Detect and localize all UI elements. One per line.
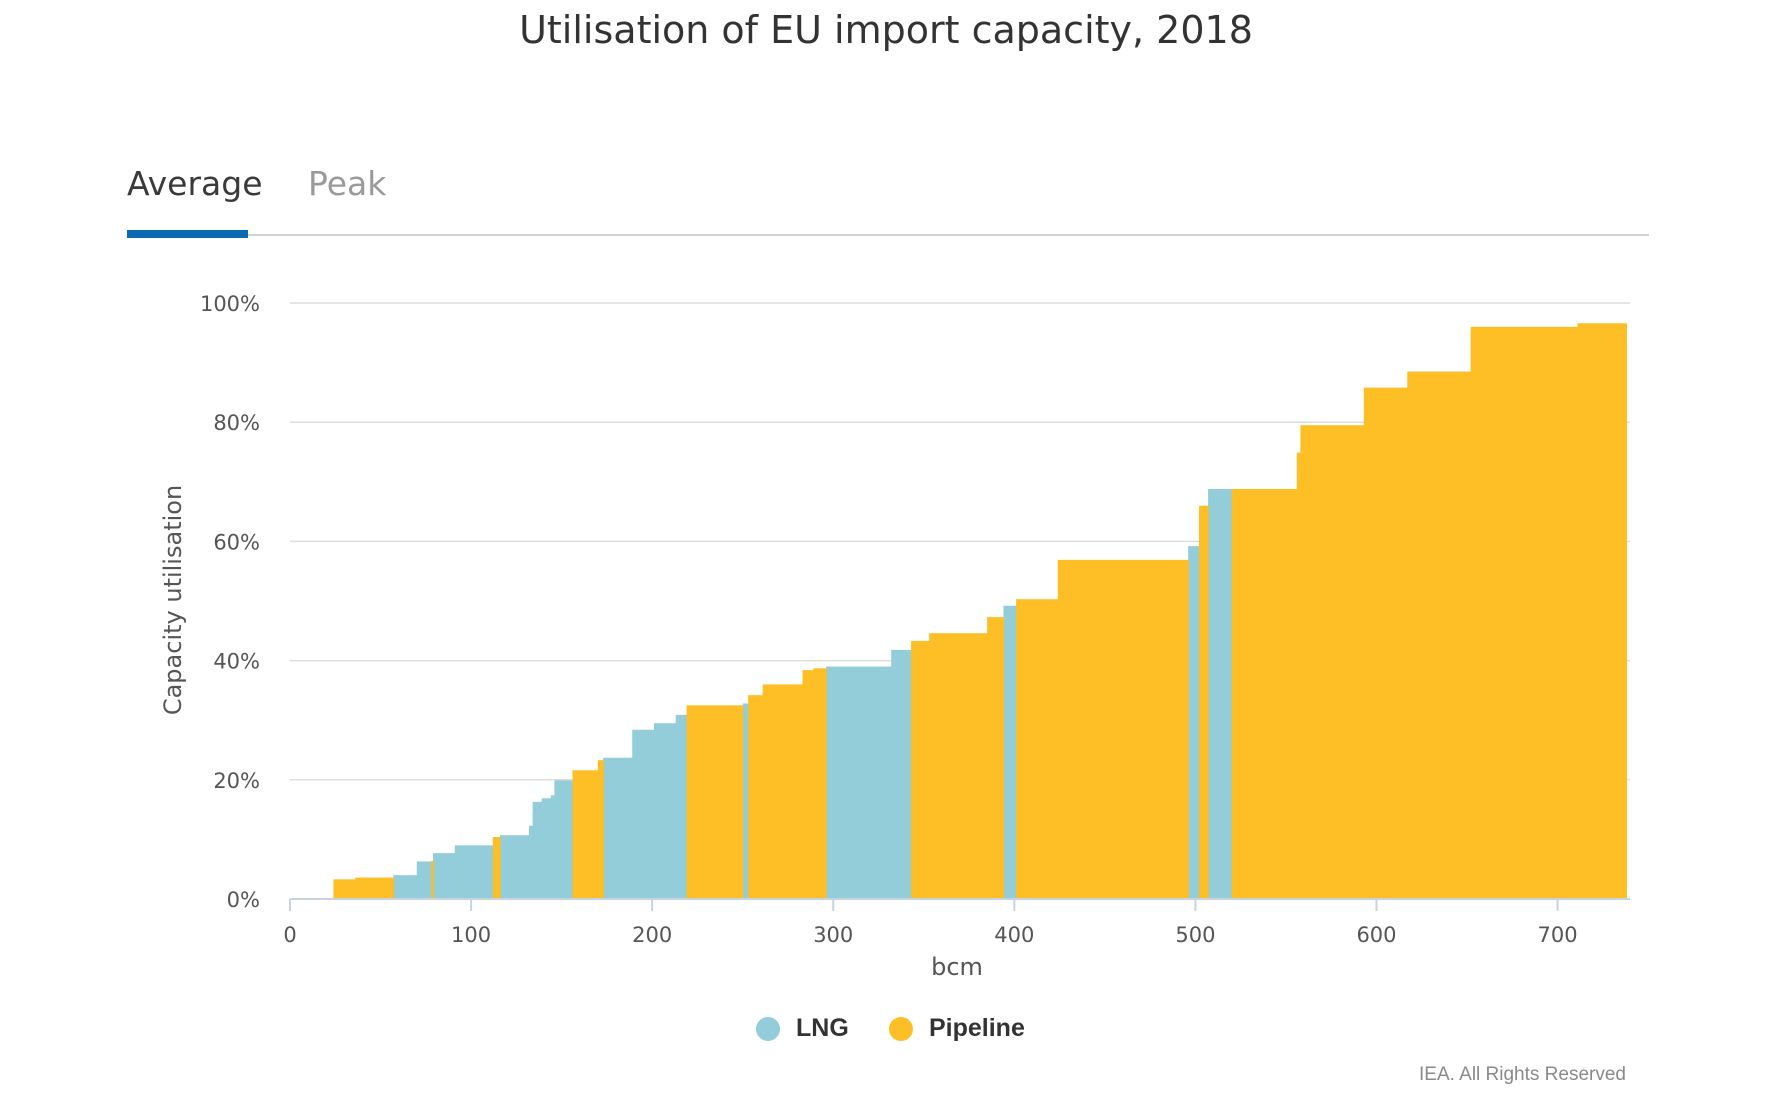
step-bar-lng	[653, 723, 677, 899]
legend-label-pipeline: Pipeline	[929, 1014, 1025, 1042]
copyright-footer: IEA. All Rights Reserved	[1419, 1064, 1626, 1085]
y-tick-label: 80%	[213, 411, 260, 435]
step-bar-pipeline	[762, 684, 804, 899]
x-tick-label: 0	[283, 923, 296, 947]
legend-dot-lng	[756, 1016, 780, 1041]
x-tick-label: 200	[632, 923, 672, 947]
step-bar-lng	[1208, 488, 1233, 899]
y-tick-label: 20%	[213, 769, 260, 793]
step-bar-lng	[1003, 605, 1017, 899]
step-bar-lng	[500, 835, 530, 899]
step-bar-pipeline	[1231, 488, 1298, 899]
step-bar-lng	[675, 714, 688, 899]
step-bar-lng	[891, 649, 912, 899]
step-bar-pipeline	[1577, 323, 1627, 899]
step-bar-pipeline	[802, 670, 814, 899]
step-bar-lng	[632, 729, 655, 899]
step-bar-lng	[550, 795, 555, 899]
step-bar-lng	[416, 861, 434, 899]
legend: LNG Pipeline	[0, 1014, 1772, 1054]
legend-label-lng: LNG	[796, 1014, 849, 1042]
step-bar-pipeline	[748, 695, 764, 899]
series-steps	[333, 323, 1627, 900]
step-bar-pipeline	[813, 668, 827, 899]
step-bar-pipeline	[597, 760, 604, 899]
legend-dot-pipeline	[889, 1016, 913, 1041]
y-axis-label: Capacity utilisation	[159, 485, 187, 715]
y-tick-label: 100%	[200, 292, 260, 316]
step-bar-pipeline	[572, 770, 599, 899]
legend-item-lng[interactable]: LNG	[756, 1014, 849, 1043]
step-bar-pipeline	[333, 879, 356, 899]
step-bar-pipeline	[686, 705, 744, 899]
x-tick-label: 700	[1538, 923, 1578, 947]
y-tick-label: 60%	[213, 530, 260, 554]
axes: 0% 20% 40% 60% 80% 100% 0 100 200 300 400 500 600 700	[200, 292, 1630, 947]
step-bar-lng	[393, 875, 418, 899]
legend-item-pipeline[interactable]: Pipeline	[889, 1014, 1025, 1043]
x-tick-label: 300	[813, 923, 853, 947]
step-bar-lng	[454, 845, 494, 899]
y-tick-label: 0%	[227, 888, 260, 912]
y-tick-label: 40%	[213, 650, 260, 674]
step-bar-lng	[826, 666, 892, 899]
x-tick-label: 600	[1356, 923, 1396, 947]
step-bar-pipeline	[1470, 326, 1579, 900]
step-bar-pipeline	[929, 633, 988, 899]
step-bar-pipeline	[492, 837, 501, 899]
step-bar-pipeline	[1363, 387, 1408, 899]
step-bar-pipeline	[1296, 452, 1302, 899]
tab-bar: Average Peak	[127, 160, 1649, 238]
step-bar-pipeline	[1407, 371, 1472, 899]
tab-average[interactable]: Average	[127, 164, 263, 203]
step-bar-lng	[433, 853, 456, 899]
tab-peak[interactable]: Peak	[308, 164, 387, 203]
step-bar-pipeline	[431, 860, 434, 899]
step-bar-lng	[554, 780, 574, 899]
active-tab-indicator	[127, 230, 248, 238]
step-bar-lng	[529, 825, 534, 899]
x-tick-label: 500	[1175, 923, 1215, 947]
step-bar-pipeline	[1057, 559, 1189, 899]
step-bar-pipeline	[1300, 425, 1365, 899]
step-bar-pipeline	[355, 877, 394, 899]
x-tick-label: 400	[994, 923, 1034, 947]
step-bar-pipeline	[987, 617, 1005, 899]
step-bar-lng	[603, 757, 633, 899]
step-bar-lng	[1188, 546, 1200, 899]
x-axis-label: bcm	[931, 953, 983, 981]
step-bar-lng	[532, 801, 543, 899]
step-bar-pipeline	[1199, 505, 1209, 899]
step-bar-pipeline	[911, 640, 930, 899]
x-tick-label: 100	[451, 923, 491, 947]
step-bar-lng	[742, 703, 749, 899]
chart-title: Utilisation of EU import capacity, 2018	[519, 8, 1253, 52]
step-bar-lng	[541, 798, 552, 899]
step-bar-pipeline	[1016, 599, 1059, 899]
